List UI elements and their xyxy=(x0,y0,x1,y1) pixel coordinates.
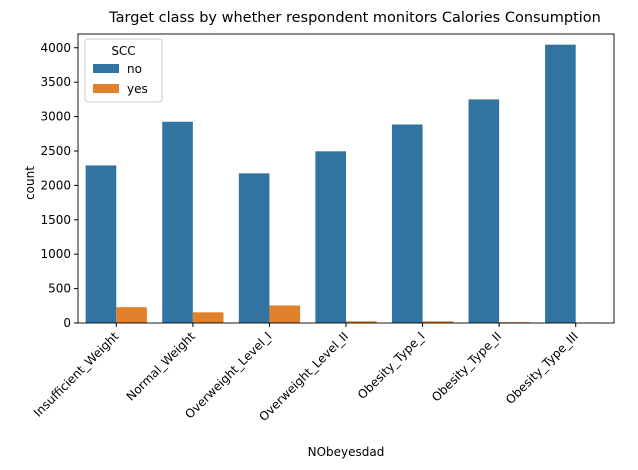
bar-no-overweight-level-ii xyxy=(315,151,346,323)
bar-no-insufficient-weight xyxy=(85,165,117,323)
bar-yes-insufficient-weight xyxy=(116,307,147,323)
legend: SCC no yes xyxy=(84,38,163,103)
y-tick-label: 3000 xyxy=(40,110,71,124)
y-tick-label: 2500 xyxy=(40,144,71,158)
x-tick-label: Overweight_Level_I xyxy=(182,329,274,421)
bar-no-obesity-type-ii xyxy=(468,99,500,323)
legend-swatch-no xyxy=(93,64,119,73)
x-tick-label: Obesity_Type_II xyxy=(429,329,504,404)
bars-layer xyxy=(85,44,607,324)
y-tick-label: 500 xyxy=(48,282,71,296)
y-axis-title: count xyxy=(23,166,37,200)
bar-yes-normal-weight xyxy=(192,312,224,323)
legend-label-no: no xyxy=(127,62,142,76)
x-tick-label: Overweight_Level_II xyxy=(256,329,351,424)
bar-yes-overweight-level-i xyxy=(269,305,301,323)
y-tick-label: 3500 xyxy=(40,75,71,89)
legend-title: SCC xyxy=(111,44,135,58)
legend-label-yes: yes xyxy=(127,82,148,96)
bar-no-normal-weight xyxy=(162,121,193,323)
x-tick-label: Obesity_Type_III xyxy=(503,329,581,407)
y-tick-label: 1500 xyxy=(40,213,71,227)
y-tick-label: 1000 xyxy=(40,247,71,261)
y-tick-label: 0 xyxy=(63,316,71,330)
bar-no-obesity-type-i xyxy=(391,124,423,323)
x-tick-label: Obesity_Type_I xyxy=(355,329,428,402)
bar-yes-obesity-type-i xyxy=(422,321,454,323)
y-tick-label: 2000 xyxy=(40,178,71,192)
x-axis-title: NObeyesdad xyxy=(308,445,385,459)
chart-title: Target class by whether respondent monit… xyxy=(108,10,601,26)
x-tick-label: Insufficient_Weight xyxy=(31,329,122,420)
bar-no-overweight-level-i xyxy=(238,173,270,323)
bar-no-obesity-type-iii xyxy=(545,44,576,324)
bar-yes-overweight-level-ii xyxy=(346,321,377,323)
y-tick-label: 4000 xyxy=(40,41,71,55)
legend-swatch-yes xyxy=(93,84,119,93)
x-tick-label: Normal_Weight xyxy=(124,329,199,404)
